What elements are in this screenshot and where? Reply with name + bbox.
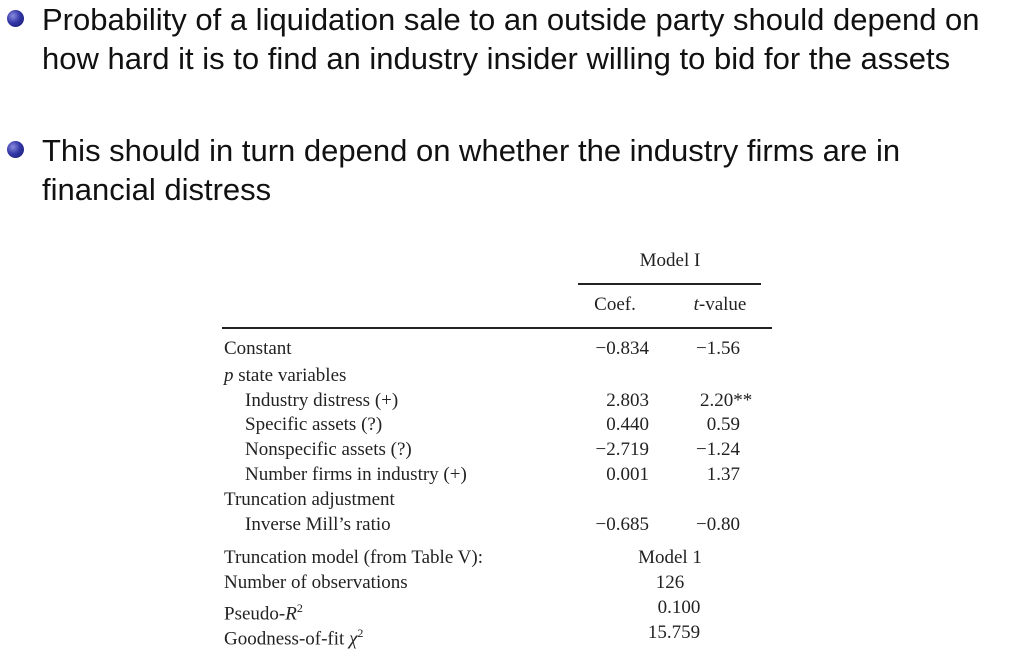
footer-label-truncation-model: Truncation model (from Table V): xyxy=(224,547,484,568)
coef-specific-assets: 0.440 xyxy=(606,414,649,435)
footer-value-observations: 126 xyxy=(655,572,685,593)
row-label-specific-assets: Specific assets (?) xyxy=(245,414,383,435)
coef-nonspecific-assets: −2.719 xyxy=(595,439,649,460)
goodness-of-fit-text: Goodness-of-fit xyxy=(224,628,350,650)
column-header-coef: Coef. xyxy=(594,294,636,315)
model-header-rule xyxy=(578,283,761,285)
row-label-constant: Constant xyxy=(224,338,292,359)
r-superscript: 2 xyxy=(296,601,303,615)
state-variables-text: state variables xyxy=(233,365,347,386)
t-number-firms: 1.37 xyxy=(706,464,740,485)
header-rule xyxy=(222,327,772,329)
footer-value-truncation-model: Model 1 xyxy=(638,547,702,568)
column-header-t-value: t-value xyxy=(680,294,760,316)
coef-inverse-mills-ratio: −0.685 xyxy=(595,514,649,535)
t-inverse-mills-ratio: −0.80 xyxy=(696,514,740,535)
bullet-text: Probability of a liquidation sale to an … xyxy=(42,2,980,76)
t-specific-assets: 0.59 xyxy=(706,414,740,435)
footer-value-goodness-of-fit: 15.759 xyxy=(647,622,701,643)
row-label-truncation-adjustment: Truncation adjustment xyxy=(224,489,395,510)
t-nonspecific-assets: −1.24 xyxy=(696,439,740,460)
footer-label-observations: Number of observations xyxy=(224,572,408,593)
coef-industry-distress: 2.803 xyxy=(606,390,649,411)
r-symbol: R xyxy=(285,603,297,625)
bullet-text: This should in turn depend on whether th… xyxy=(42,133,901,207)
chi-symbol: χ xyxy=(349,628,358,650)
bullet-dot-icon xyxy=(7,10,24,27)
coef-number-firms: 0.001 xyxy=(606,464,649,485)
t-value-suffix: -value xyxy=(698,294,747,315)
row-label-number-firms: Number firms in industry (+) xyxy=(245,464,467,485)
footer-value-pseudo-r2: 0.100 xyxy=(657,597,701,618)
footer-label-pseudo-r2: Pseudo-R2 xyxy=(224,597,303,625)
row-label-inverse-mills-ratio: Inverse Mill’s ratio xyxy=(245,514,391,535)
t-constant: −1.56 xyxy=(696,338,740,359)
pseudo-text: Pseudo- xyxy=(224,603,286,625)
row-label-state-variables: p state variables xyxy=(224,365,346,387)
row-label-nonspecific-assets: Nonspecific assets (?) xyxy=(245,439,412,460)
footer-label-goodness-of-fit: Goodness-of-fit χ2 xyxy=(224,622,363,650)
row-label-industry-distress: Industry distress (+) xyxy=(245,390,399,411)
bullet-dot-icon xyxy=(7,141,24,158)
model-header: Model I xyxy=(639,250,701,271)
p-symbol: p xyxy=(224,365,234,386)
t-industry-distress: 2.20** xyxy=(700,390,753,411)
coef-constant: −0.834 xyxy=(595,338,649,359)
t-symbol: t xyxy=(693,294,699,315)
chi-superscript: 2 xyxy=(357,626,364,640)
